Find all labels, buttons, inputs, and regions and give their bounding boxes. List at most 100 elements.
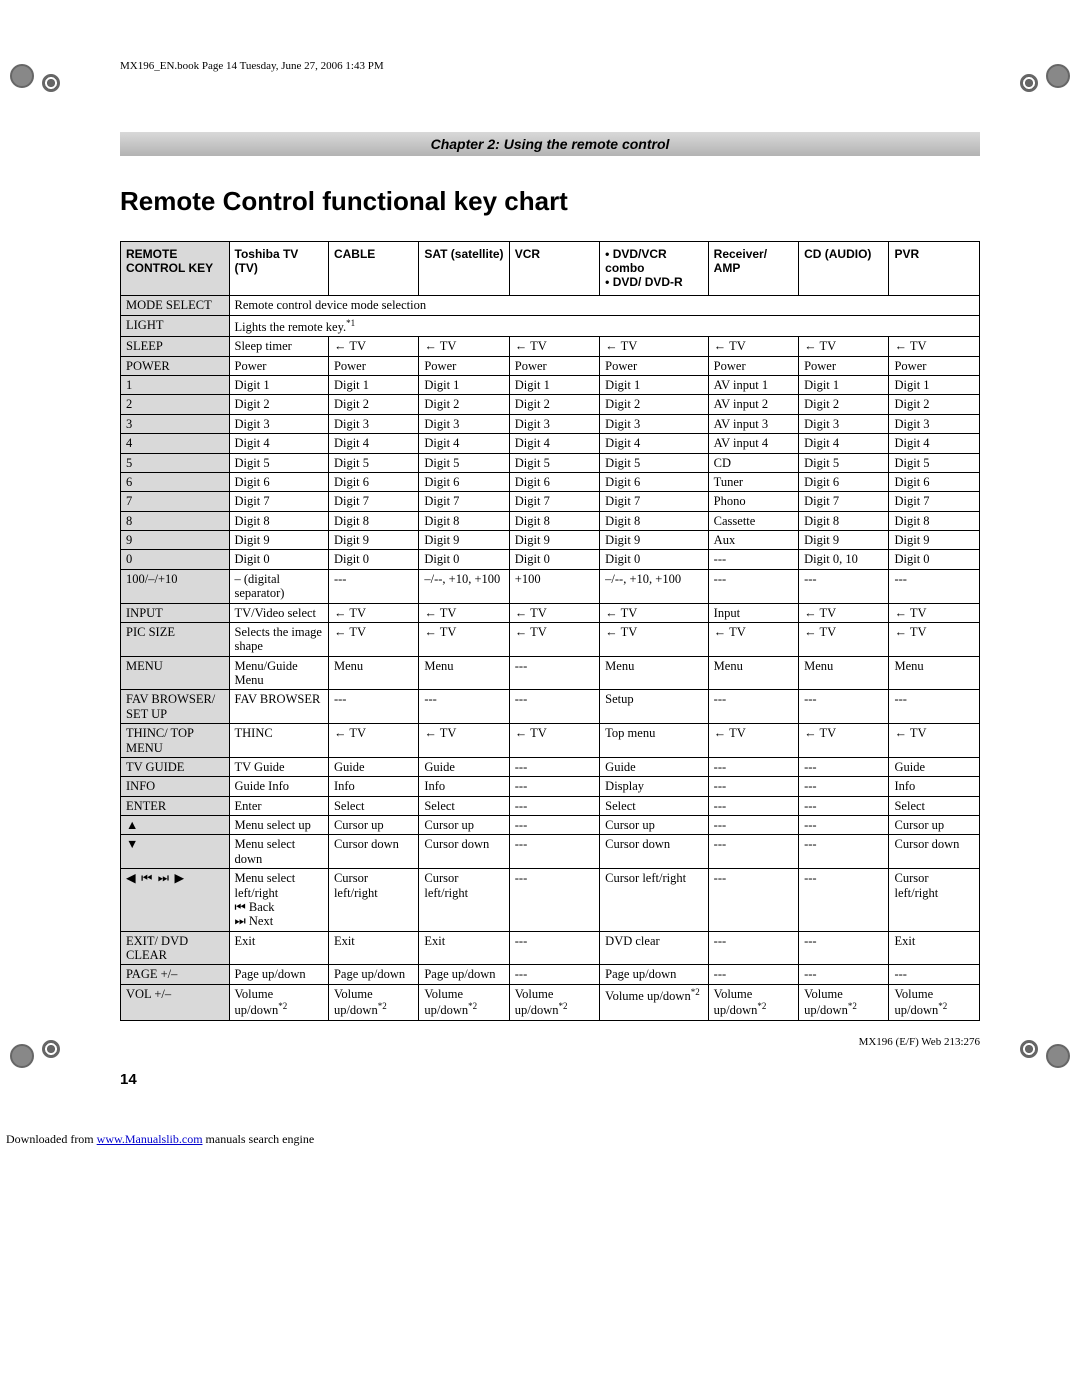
key-cell: ◀ ⏮ ⏭ ▶	[121, 869, 230, 932]
data-cell: Digit 0	[600, 550, 709, 569]
data-cell: Cursor left/right	[889, 869, 980, 932]
data-cell: AV input 4	[708, 434, 798, 453]
data-cell: ---	[509, 816, 599, 835]
data-cell: Page up/down	[600, 965, 709, 984]
table-row: ◀ ⏮ ⏭ ▶Menu select left/right⏮ Back⏭ Nex…	[121, 869, 980, 932]
data-cell: ---	[509, 777, 599, 796]
data-cell: Cursor left/right	[328, 869, 418, 932]
data-cell: Digit 4	[509, 434, 599, 453]
data-cell: Volume up/down*2	[600, 984, 709, 1020]
data-cell: Digit 9	[229, 531, 328, 550]
data-cell: ← TV	[889, 337, 980, 356]
key-cell: 9	[121, 531, 230, 550]
data-cell: ---	[509, 869, 599, 932]
data-cell: Digit 2	[229, 395, 328, 414]
data-cell: ---	[889, 965, 980, 984]
data-cell: ← TV	[708, 622, 798, 656]
data-cell: Digit 1	[229, 376, 328, 395]
data-cell: ---	[509, 835, 599, 869]
data-cell: Cursor up	[600, 816, 709, 835]
crop-mark-icon	[10, 64, 34, 88]
data-cell: Volume up/down*2	[889, 984, 980, 1020]
data-cell: Digit 5	[509, 453, 599, 472]
register-mark-icon	[42, 74, 60, 92]
data-cell: Digit 7	[419, 492, 509, 511]
data-cell: Digit 9	[419, 531, 509, 550]
data-cell: ---	[328, 690, 418, 724]
data-cell: ← TV	[328, 622, 418, 656]
data-cell: Volume up/down*2	[328, 984, 418, 1020]
download-source-line: Downloaded from www.Manualslib.com manua…	[0, 1128, 1080, 1151]
table-row: 0Digit 0Digit 0Digit 0Digit 0Digit 0---D…	[121, 550, 980, 569]
data-cell: Digit 2	[799, 395, 889, 414]
data-cell: Guide	[328, 757, 418, 776]
data-cell: Cursor down	[419, 835, 509, 869]
data-cell: Selects the image shape	[229, 622, 328, 656]
table-row: ▼Menu select downCursor downCursor down-…	[121, 835, 980, 869]
key-cell: ▲	[121, 816, 230, 835]
data-cell: ← TV	[708, 724, 798, 758]
key-cell: PAGE +/–	[121, 965, 230, 984]
table-row: PIC SIZESelects the image shape← TV← TV←…	[121, 622, 980, 656]
data-cell: TV/Video select	[229, 603, 328, 622]
table-row: 8Digit 8Digit 8Digit 8Digit 8Digit 8Cass…	[121, 511, 980, 530]
data-cell: Digit 8	[799, 511, 889, 530]
data-cell: CD	[708, 453, 798, 472]
data-cell: Digit 7	[509, 492, 599, 511]
span-cell: Lights the remote key.*1	[229, 315, 980, 337]
data-cell: ← TV	[600, 337, 709, 356]
data-cell: –/--, +10, +100	[419, 569, 509, 603]
data-cell: Digit 1	[600, 376, 709, 395]
data-cell: ← TV	[509, 724, 599, 758]
data-cell: Display	[600, 777, 709, 796]
data-cell: Digit 1	[889, 376, 980, 395]
data-cell: Digit 7	[600, 492, 709, 511]
data-cell: Info	[328, 777, 418, 796]
key-cell: SLEEP	[121, 337, 230, 356]
data-cell: Volume up/down*2	[509, 984, 599, 1020]
data-cell: Menu/Guide Menu	[229, 656, 328, 690]
data-cell: Volume up/down*2	[419, 984, 509, 1020]
key-cell: 100/–/+10	[121, 569, 230, 603]
register-mark-icon	[42, 1040, 60, 1058]
table-row: POWERPowerPowerPowerPowerPowerPowerPower…	[121, 356, 980, 375]
data-cell: Digit 3	[328, 414, 418, 433]
page: MX196_EN.book Page 14 Tuesday, June 27, …	[0, 0, 1080, 1128]
data-cell: Digit 6	[509, 472, 599, 491]
column-header: Toshiba TV (TV)	[229, 242, 328, 296]
span-cell: Remote control device mode selection	[229, 296, 980, 315]
data-cell: Menu select left/right⏮ Back⏭ Next	[229, 869, 328, 932]
data-cell: Digit 8	[509, 511, 599, 530]
data-cell: Menu	[799, 656, 889, 690]
table-row: 6Digit 6Digit 6Digit 6Digit 6Digit 6Tune…	[121, 472, 980, 491]
data-cell: Digit 7	[328, 492, 418, 511]
data-cell: ---	[509, 757, 599, 776]
data-cell: Digit 2	[889, 395, 980, 414]
data-cell: Page up/down	[419, 965, 509, 984]
data-cell: ← TV	[889, 622, 980, 656]
data-cell: Menu	[328, 656, 418, 690]
column-header: • DVD/VCR combo• DVD/ DVD-R	[600, 242, 709, 296]
data-cell: Volume up/down*2	[708, 984, 798, 1020]
data-cell: ← TV	[328, 724, 418, 758]
data-cell: Digit 3	[799, 414, 889, 433]
data-cell: Power	[708, 356, 798, 375]
data-cell: Info	[419, 777, 509, 796]
data-cell: AV input 1	[708, 376, 798, 395]
data-cell: ---	[708, 777, 798, 796]
manualslib-link[interactable]: www.Manualslib.com	[97, 1132, 203, 1146]
data-cell: Select	[328, 796, 418, 815]
table-row: SLEEPSleep timer← TV← TV← TV← TV← TV← TV…	[121, 337, 980, 356]
data-cell: Guide Info	[229, 777, 328, 796]
key-cell: FAV BROWSER/ SET UP	[121, 690, 230, 724]
data-cell: Digit 6	[328, 472, 418, 491]
column-header: SAT (satellite)	[419, 242, 509, 296]
data-cell: ← TV	[328, 603, 418, 622]
book-header: MX196_EN.book Page 14 Tuesday, June 27, …	[90, 60, 1010, 72]
page-title: Remote Control functional key chart	[120, 186, 980, 217]
data-cell: Digit 5	[328, 453, 418, 472]
data-cell: ---	[799, 569, 889, 603]
data-cell: Setup	[600, 690, 709, 724]
data-cell: Digit 4	[419, 434, 509, 453]
column-header: VCR	[509, 242, 599, 296]
